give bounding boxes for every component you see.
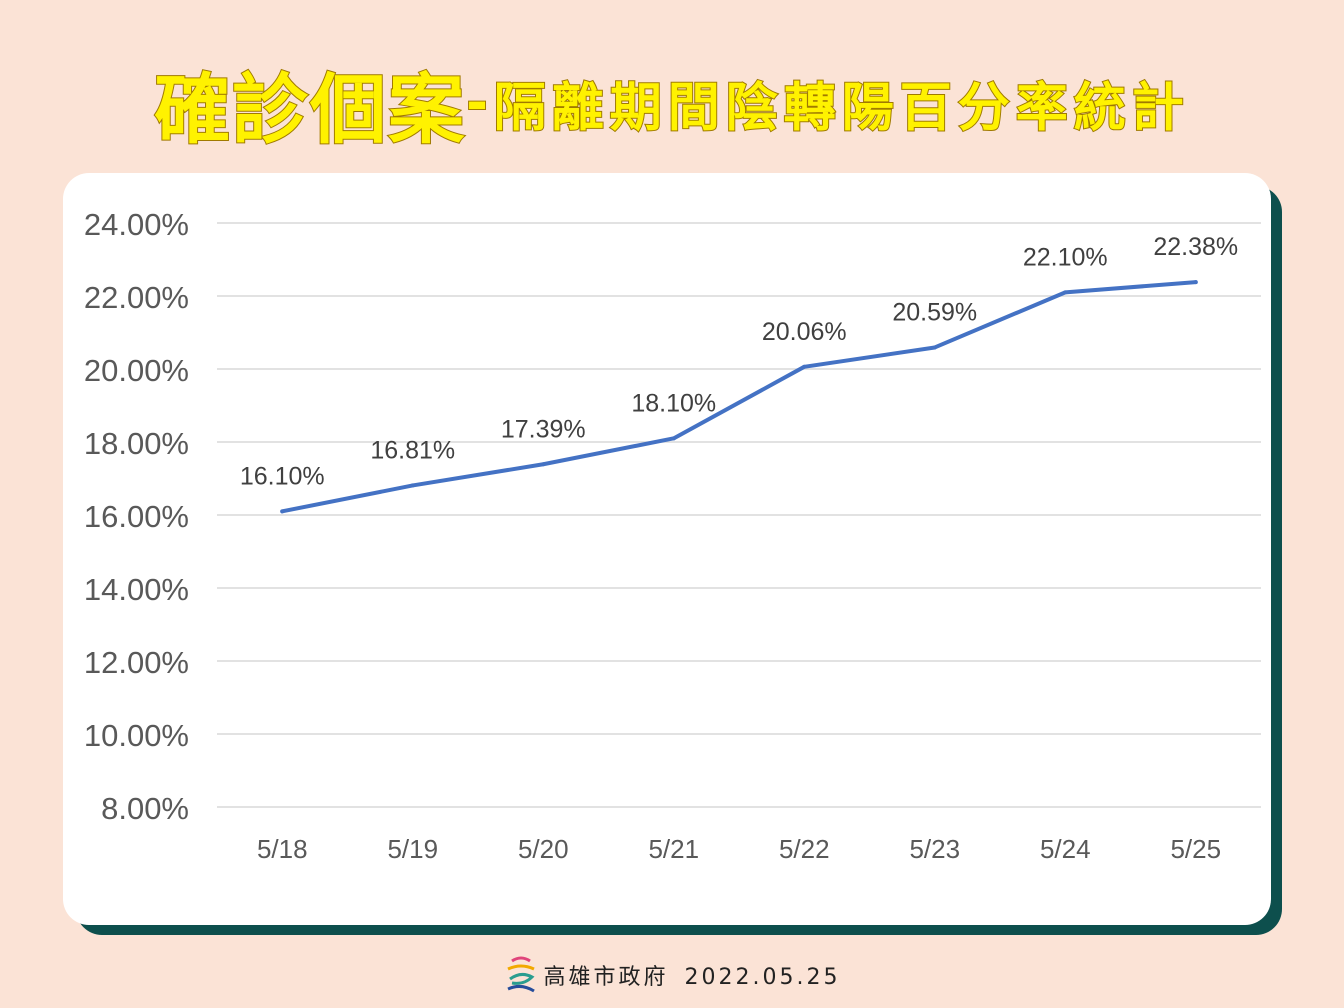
x-tick-label: 5/20 [518,834,569,864]
x-tick-label: 5/25 [1170,834,1221,864]
footer-organization: 高雄市政府 [543,965,669,990]
data-label: 16.10% [240,462,325,490]
data-label: 17.39% [501,415,586,443]
series-line-layer [280,280,1198,514]
title-main: 確診個案 [153,64,467,155]
grid-layer [217,222,1261,808]
y-tick-label: 20.00% [84,353,189,388]
y-tick-label: 16.00% [84,499,189,534]
page-title: 確診個案-隔離期間陰轉陽百分率統計 [0,48,1344,158]
data-label: 18.10% [631,389,716,417]
y-tick-label: 12.00% [84,645,189,680]
y-tick-label: 18.00% [84,426,189,461]
y-axis-ticks: 8.00% 10.00% 12.00% 14.00% 16.00% 18.00% 20.00… [84,207,189,826]
x-tick-label: 5/22 [779,834,830,864]
kaohsiung-city-logo-icon [504,955,538,1001]
data-point [1063,290,1068,295]
x-tick-label: 5/21 [648,834,699,864]
footer: 高雄市政府 2022.05.25 [0,955,1344,1001]
series-line [280,280,1198,514]
chart-card: 8.00% 10.00% 12.00% 14.00% 16.00% 18.00% 20.00… [63,173,1271,925]
y-tick-label: 22.00% [84,280,189,315]
data-point [1193,280,1198,285]
y-tick-label: 14.00% [84,572,189,607]
data-point [541,462,546,467]
line-chart: 8.00% 10.00% 12.00% 14.00% 16.00% 18.00% 20.00… [84,207,1261,864]
data-point [802,364,807,369]
y-tick-label: 24.00% [84,207,189,242]
data-label: 22.38% [1153,233,1238,261]
data-point [280,509,285,514]
data-label-layer: 16.10% 16.81% 17.39% 18.10% 20.06% 20.59% 22.1… [240,233,1238,490]
title-separator: - [465,72,494,134]
x-axis-ticks: 5/18 5/19 5/20 5/21 5/22 5/23 5/24 5/25 [257,834,1221,864]
y-tick-label: 10.00% [84,718,189,753]
data-label: 20.59% [892,298,977,326]
data-point [671,436,676,441]
x-tick-label: 5/23 [909,834,960,864]
data-label: 20.06% [762,318,847,346]
title-sub: 隔離期間陰轉陽百分率統計 [493,78,1190,140]
x-tick-label: 5/18 [257,834,308,864]
data-point [410,483,415,488]
x-tick-label: 5/24 [1040,834,1091,864]
data-label: 22.10% [1023,243,1108,271]
data-point [932,345,937,350]
x-tick-label: 5/19 [387,834,438,864]
y-tick-label: 8.00% [101,791,189,826]
footer-date: 2022.05.25 [684,965,841,990]
data-label: 16.81% [370,436,455,464]
